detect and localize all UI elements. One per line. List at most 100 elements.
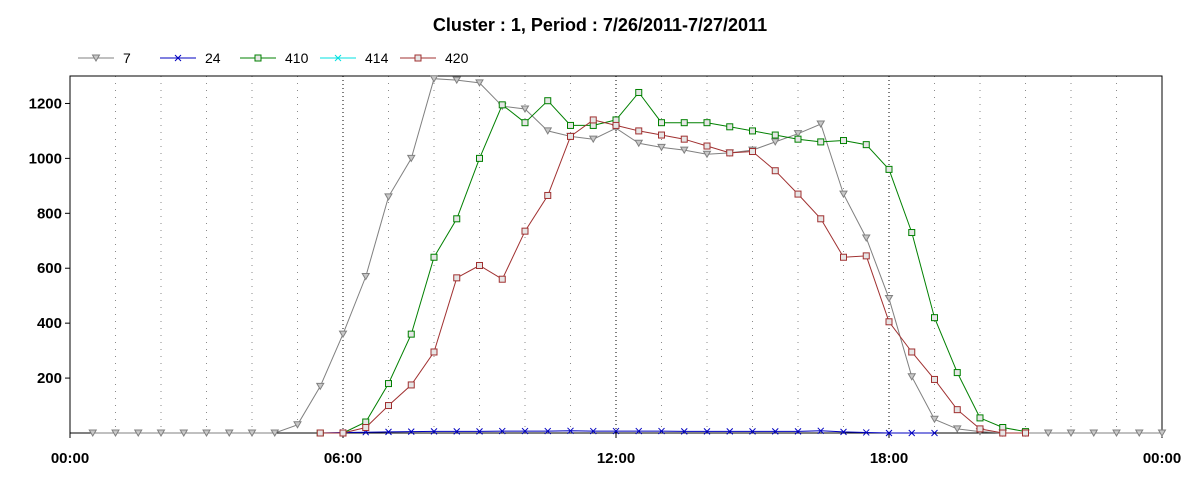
data-point (885, 429, 893, 437)
data-point (999, 429, 1007, 437)
data-point-stroke (567, 427, 574, 435)
data-point (679, 146, 689, 155)
data-point (793, 130, 803, 138)
data-point (476, 154, 483, 162)
data-point (475, 79, 484, 87)
chart-title: Cluster : 1, Period : 7/26/2011-7/27/201… (433, 15, 767, 35)
data-point-stroke (498, 427, 506, 435)
data-point-stroke (430, 427, 438, 435)
data-point-stroke (931, 429, 938, 437)
data-point (498, 427, 506, 435)
data-point (908, 429, 916, 437)
data-point (703, 142, 711, 150)
data-point-stroke (544, 427, 552, 435)
data-point (385, 428, 392, 436)
series-line (92, 78, 1162, 434)
data-point (429, 75, 439, 83)
data-point (521, 427, 529, 435)
y-tick-label: 200 (37, 370, 62, 387)
data-point-stroke (840, 428, 847, 436)
data-point (334, 54, 342, 62)
data-point (430, 253, 438, 261)
y-tick-label: 1200 (29, 95, 62, 112)
data-point (430, 348, 438, 356)
data-point (976, 425, 984, 433)
data-point (749, 148, 756, 156)
data-point (254, 54, 262, 62)
data-point (702, 150, 712, 159)
legend-label: 410 (285, 50, 309, 66)
data-point (339, 429, 347, 437)
legend-item-414: 414 (320, 50, 389, 66)
series-line (320, 119, 1026, 434)
data-point (1089, 429, 1099, 437)
data-point (612, 427, 620, 435)
legend-item-420: 420 (400, 50, 469, 66)
data-point (156, 429, 166, 437)
data-point (885, 165, 893, 173)
data-point (884, 294, 894, 303)
data-point (498, 275, 506, 283)
data-point (385, 402, 392, 410)
data-point-stroke (407, 428, 415, 435)
data-point (293, 421, 302, 429)
data-point (544, 97, 552, 105)
data-point (771, 167, 779, 175)
data-point (726, 123, 734, 131)
data-point (862, 252, 870, 260)
x-tick-label: 18:00 (870, 450, 908, 467)
data-point (862, 429, 870, 436)
data-point-stroke (453, 427, 461, 435)
data-point (635, 127, 643, 135)
data-point-stroke (635, 427, 643, 435)
data-point-stroke (771, 427, 779, 435)
data-point-stroke (862, 429, 870, 436)
data-point (247, 429, 257, 437)
data-point (1157, 429, 1167, 437)
data-point (749, 127, 756, 135)
data-point-stroke (680, 427, 688, 435)
legend: 7 24 410 414 420 (78, 50, 469, 66)
data-point (453, 274, 461, 282)
data-point (658, 119, 665, 127)
data-point-stroke (174, 54, 182, 62)
y-tick-label: 1000 (29, 150, 62, 167)
data-point (520, 105, 530, 113)
data-point (202, 429, 211, 437)
data-point (930, 415, 939, 424)
data-point (726, 149, 734, 157)
data-point (567, 121, 574, 129)
data-point (908, 229, 916, 237)
data-point-stroke (908, 429, 916, 437)
y-tick-label: 800 (37, 205, 62, 222)
data-point-stroke (476, 427, 483, 435)
data-point (907, 373, 917, 381)
data-point (567, 132, 574, 140)
data-point (521, 227, 529, 235)
data-point (976, 414, 984, 422)
data-point (794, 190, 802, 198)
data-point (589, 427, 597, 435)
x-tick-label: 00:00 (51, 450, 89, 467)
data-point (680, 135, 688, 143)
data-point (908, 348, 916, 356)
data-point (817, 427, 825, 435)
data-point-stroke (726, 427, 734, 435)
legend-label: 420 (445, 50, 469, 66)
series-420 (316, 116, 1029, 437)
data-point (406, 154, 416, 163)
data-point (771, 427, 779, 435)
series-line (320, 430, 935, 434)
data-point (270, 429, 280, 437)
data-point (931, 375, 938, 383)
data-point (794, 135, 802, 143)
data-point (362, 424, 370, 432)
data-point (952, 425, 962, 433)
series-line (320, 91, 1026, 434)
data-point (498, 101, 506, 109)
data-point (770, 138, 780, 146)
series-7 (88, 75, 1167, 437)
x-tick-label: 12:00 (597, 450, 635, 467)
data-point (407, 330, 415, 338)
